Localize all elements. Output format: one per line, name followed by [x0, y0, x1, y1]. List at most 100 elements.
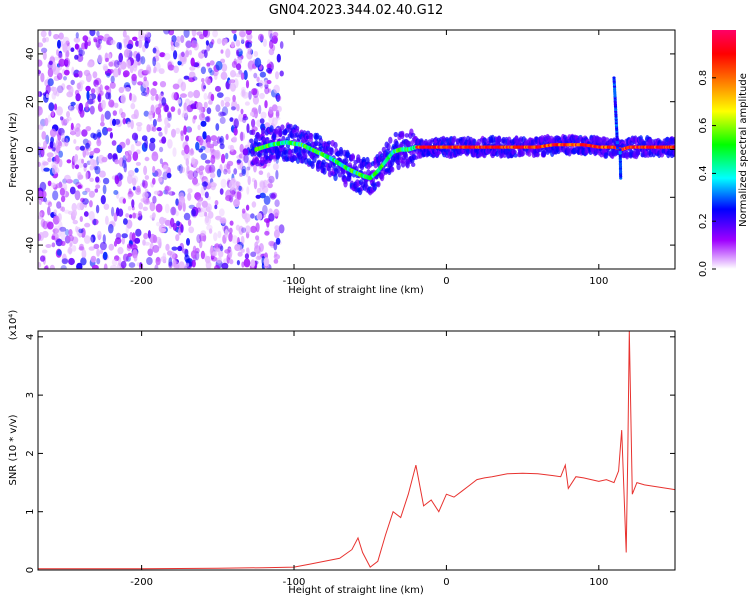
spectrogram-noise-cell — [196, 234, 202, 244]
spectrogram-noise-cell — [187, 170, 194, 180]
spectrogram-noise-cell — [225, 48, 231, 58]
spectrogram-noise-cell — [43, 265, 49, 269]
spectrogram-noise-cell — [221, 153, 226, 164]
spectrogram-noise-cell — [163, 189, 169, 195]
spectrogram-noise-cell — [162, 171, 169, 181]
snr-frame — [37, 330, 676, 571]
spectrogram-noise-cell — [272, 37, 278, 45]
spectrogram-halo-cell — [343, 179, 348, 188]
spectrogram-noise-cell — [216, 257, 222, 264]
spectrogram-noise-cell — [173, 92, 180, 101]
spectrogram-noise-cell — [209, 69, 215, 76]
spectrogram-noise-cell — [268, 213, 275, 222]
spectrogram-noise-cell — [64, 118, 70, 124]
spectrogram-noise-cell — [143, 69, 150, 74]
spectrogram-noise-cell — [58, 221, 63, 231]
spectrogram-noise-cell — [154, 62, 161, 72]
spectrogram-noise-cell — [150, 104, 155, 114]
spectrogram-noise-cell — [173, 65, 180, 74]
spectrogram-halo-cell — [338, 146, 344, 155]
spectrogram-noise-cell — [204, 211, 208, 217]
spectrogram-noise-cell — [120, 111, 126, 119]
spectrogram-noise-cell — [219, 111, 227, 117]
spectrogram-noise-cell — [237, 251, 243, 257]
spectrogram-noise-cell — [82, 35, 89, 42]
spectrogram-noise-cell — [73, 37, 81, 43]
spectrogram-noise-cell — [114, 255, 120, 262]
spectrogram-noise-cell — [259, 71, 267, 78]
spectrogram-noise-cell — [183, 151, 190, 161]
spectrogram-noise-cell — [38, 198, 43, 205]
spectrogram-noise-cell — [233, 168, 238, 175]
spectrogram-noise-cell — [229, 117, 234, 122]
spectrogram-noise-cell — [149, 214, 155, 219]
spectrogram-noise-cell — [162, 252, 167, 261]
spectrogram-noise-cell — [108, 61, 114, 67]
spectrogram-noise-cell — [228, 79, 232, 84]
spectrogram-noise-cell — [184, 144, 190, 155]
spectrogram-halo-cell — [310, 161, 315, 169]
spectrogram-noise-cell — [142, 79, 150, 89]
spectrogram-noise-cell — [45, 93, 50, 99]
spectrogram-noise-cell — [163, 30, 170, 35]
spectrogram-noise-cell — [138, 39, 143, 49]
spectrogram-noise-cell — [136, 185, 141, 193]
spectrogram-noise-cell — [130, 102, 136, 110]
spectrogram-noise-cell — [110, 75, 115, 84]
spectrogram-halo-cell — [249, 138, 254, 144]
spectrogram-noise-cell — [197, 200, 202, 206]
spectrogram-noise-cell — [38, 262, 42, 268]
spectrogram-noise-cell — [109, 132, 113, 139]
colorbar-tick-label: 0.4 — [698, 165, 709, 181]
spectrogram-noise-cell — [103, 65, 109, 72]
spectrogram-noise-cell — [41, 131, 47, 140]
spectrogram-noise-cell — [60, 231, 66, 241]
spectrogram-noise-cell — [88, 190, 95, 198]
colorbar-ticks: 0.0 0.2 0.4 0.6 0.8 — [698, 70, 716, 277]
spectrogram-noise-cell — [149, 242, 154, 251]
spectrogram-noise-cell — [78, 70, 83, 78]
spectrogram-noise-cell — [181, 51, 185, 58]
spectrogram-halo-cell — [665, 136, 670, 143]
spectrogram-noise-cell — [80, 257, 87, 266]
spectrogram-noise-cell — [233, 33, 237, 42]
spectrogram-noise-cell — [53, 103, 58, 111]
spectrogram-noise-cell — [92, 71, 98, 79]
spectrogram-noise-cell — [47, 221, 54, 230]
spectrogram-noise-cell — [96, 30, 100, 37]
spectrogram-noise-cell — [47, 114, 52, 123]
spectrogram-noise-cell — [183, 102, 187, 111]
spectrogram-noise-cell — [41, 190, 47, 198]
spectrogram-noise-cell — [97, 95, 101, 101]
spectrogram-noise-cell — [45, 200, 52, 206]
spectrogram-halo-cell — [264, 137, 270, 145]
spectrogram-noise-cell — [229, 220, 234, 226]
spectrogram-noise-cell — [123, 49, 130, 58]
snr-y-ticks: 0 1 2 3 4 — [25, 334, 675, 573]
spectrogram-noise-cell — [236, 49, 239, 56]
spectrogram-x-ticks: -200 -100 0 100 — [130, 30, 608, 287]
colorbar-tick-label: 0.6 — [698, 118, 709, 134]
spectrogram-noise-cell — [188, 49, 192, 56]
spectrogram-noise-cell — [83, 162, 88, 168]
spectrogram-noise-cell — [111, 140, 117, 146]
spectrogram-noise-cell — [268, 48, 275, 56]
spectrogram-noise-cell — [258, 33, 264, 42]
spectrogram-noise-cell — [245, 30, 252, 35]
spectrogram-noise-cell — [130, 93, 137, 103]
spectrogram-noise-cell — [47, 78, 54, 87]
spectrogram-noise-cell — [127, 193, 133, 200]
spectrogram-noise-cell — [93, 147, 101, 154]
spectrogram-noise-cell — [83, 211, 89, 217]
spectrogram-noise-cell — [62, 36, 70, 45]
spectrogram-noise-cell — [38, 233, 42, 242]
spectrogram-noise-cell — [113, 240, 118, 247]
spectrogram-noise-cell — [193, 89, 201, 99]
spectrogram-noise-cell — [198, 135, 204, 141]
spectrogram-noise-cell — [118, 208, 124, 217]
spectrogram-noise-cell — [151, 125, 157, 132]
spectrogram-noise-cell — [64, 138, 69, 147]
spectrogram-noise-cell — [188, 77, 195, 83]
spectrogram-noise-cell — [43, 197, 47, 203]
spectrogram-noise-cell — [273, 258, 279, 264]
